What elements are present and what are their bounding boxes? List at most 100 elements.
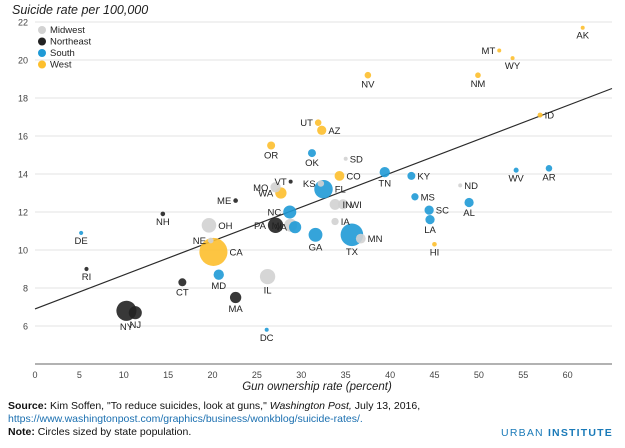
point-ky bbox=[407, 171, 416, 180]
source-text: Kim Soffen, "To reduce suicides, look at… bbox=[50, 400, 267, 412]
source-url-line: https://www.washingtonpost.com/graphics/… bbox=[8, 413, 618, 426]
y-tick-label: 6 bbox=[23, 322, 28, 332]
point-nh bbox=[160, 211, 166, 217]
grid bbox=[35, 21, 612, 327]
source-publication: Washington Post, bbox=[269, 400, 352, 412]
point-co bbox=[334, 171, 345, 181]
point-ut bbox=[314, 119, 322, 126]
point-label: CA bbox=[229, 247, 243, 258]
point-label: SC bbox=[436, 206, 449, 217]
point-ma bbox=[229, 291, 242, 304]
point-label: GA bbox=[309, 243, 323, 254]
point-label: OR bbox=[264, 150, 278, 161]
point-label: NV bbox=[361, 79, 375, 90]
point-label: TN bbox=[378, 178, 391, 189]
point-label: AR bbox=[542, 173, 555, 184]
x-tick-label: 55 bbox=[518, 370, 528, 380]
point-label: NE bbox=[193, 236, 206, 247]
point-label: PA bbox=[254, 221, 267, 232]
point-al bbox=[464, 197, 474, 208]
x-tick-label: 20 bbox=[208, 370, 218, 380]
point-mn bbox=[355, 233, 366, 244]
point-ok bbox=[307, 149, 316, 158]
x-tick-label: 60 bbox=[563, 370, 573, 380]
y-tick-label: 18 bbox=[18, 94, 28, 104]
point-label: DE bbox=[75, 236, 88, 247]
point-ca bbox=[199, 237, 228, 266]
source-link[interactable]: https://www.washingtonpost.com/graphics/… bbox=[8, 413, 363, 425]
point-me bbox=[233, 198, 238, 203]
point-label: OK bbox=[305, 158, 319, 169]
point-label: ND bbox=[464, 181, 478, 192]
point-label: MT bbox=[482, 46, 496, 57]
point-or bbox=[267, 141, 276, 150]
point-label: AZ bbox=[328, 126, 340, 137]
point-de bbox=[79, 230, 84, 235]
point-label: WV bbox=[508, 174, 524, 185]
source-line: Source: Kim Soffen, "To reduce suicides,… bbox=[8, 400, 618, 413]
x-tick-label: 5 bbox=[77, 370, 82, 380]
point-label: NC bbox=[268, 208, 282, 219]
point-label: MO bbox=[253, 183, 268, 194]
legend-label: West bbox=[50, 60, 72, 71]
point-label: UT bbox=[300, 118, 313, 129]
legend-swatch-northeast bbox=[38, 37, 46, 46]
point-label: NH bbox=[156, 217, 170, 228]
point-wi bbox=[337, 199, 349, 210]
axes: 6 8 10 12 14 16 18 20 22 0 5 10 15 20 25 30 35 40 45 50 55 60 bbox=[18, 18, 612, 380]
point-ct bbox=[178, 278, 187, 287]
point-id bbox=[537, 112, 543, 118]
legend-label: South bbox=[50, 48, 75, 59]
legend-swatch-midwest bbox=[38, 26, 46, 34]
point-il bbox=[259, 268, 276, 285]
point-sc bbox=[424, 205, 434, 215]
point-label: DC bbox=[260, 333, 274, 344]
point-ks bbox=[317, 180, 325, 187]
note-line: Note: Circles sized by state population. bbox=[8, 426, 618, 439]
point-label: ME bbox=[217, 196, 231, 207]
y-tick-label: 22 bbox=[18, 18, 28, 28]
point-label: HI bbox=[430, 248, 440, 259]
logo-word-1: URBAN bbox=[501, 427, 544, 439]
point-label: MS bbox=[421, 192, 435, 203]
point-nc bbox=[283, 205, 297, 219]
point-label: FL bbox=[335, 185, 346, 196]
point-label: IN bbox=[342, 200, 352, 211]
x-tick-label: 15 bbox=[163, 370, 173, 380]
point-label: MA bbox=[228, 304, 243, 315]
x-tick-label: 25 bbox=[252, 370, 262, 380]
point-hi bbox=[432, 241, 437, 247]
note-label: Note: bbox=[8, 426, 35, 438]
source-label: Source: bbox=[8, 400, 48, 412]
data-points bbox=[79, 25, 585, 332]
x-tick-label: 10 bbox=[119, 370, 129, 380]
point-label: MD bbox=[211, 281, 226, 292]
point-label: AL bbox=[463, 208, 475, 219]
urban-institute-logo: URBAN INSTITUTE bbox=[501, 427, 613, 439]
y-tick-label: 20 bbox=[18, 56, 28, 66]
point-ms bbox=[411, 193, 419, 201]
point-label: NM bbox=[471, 79, 486, 90]
point-label: VA bbox=[275, 223, 288, 234]
x-tick-label: 35 bbox=[341, 370, 351, 380]
point-label: WY bbox=[505, 61, 521, 72]
point-label: IL bbox=[264, 285, 272, 296]
point-ri bbox=[84, 266, 89, 272]
legend-swatch-south bbox=[38, 49, 46, 57]
point-wy bbox=[510, 56, 515, 61]
point-label: MN bbox=[368, 234, 383, 245]
source-date: July 13, 2016, bbox=[354, 400, 421, 412]
y-tick-label: 12 bbox=[18, 208, 28, 218]
point-vt bbox=[288, 179, 293, 184]
legend-label: Northeast bbox=[50, 37, 92, 48]
point-oh bbox=[201, 218, 217, 233]
x-axis-label: Gun ownership rate (percent) bbox=[242, 381, 392, 393]
point-label: IA bbox=[341, 217, 351, 228]
point-ar bbox=[545, 165, 553, 172]
point-labels: AK MT WY NV NM ID UT AZ OR SD OK AR WV TN KY ND CO VT KS FL… bbox=[75, 31, 590, 344]
point-ne bbox=[207, 237, 214, 244]
point-in bbox=[329, 198, 341, 210]
